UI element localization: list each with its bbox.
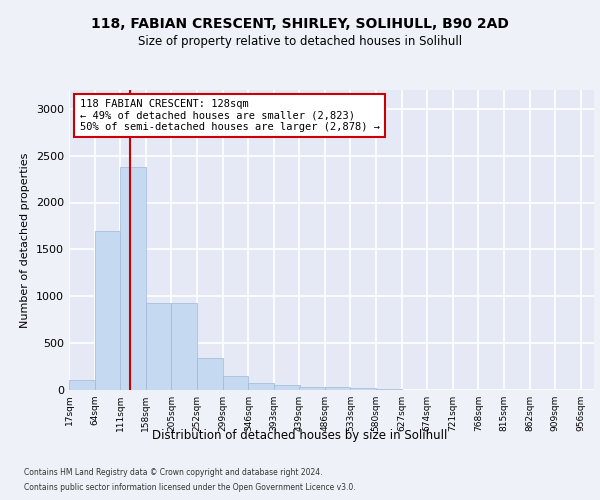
- Bar: [172, 303, 197, 390]
- Bar: [69, 380, 95, 390]
- Bar: [120, 167, 146, 390]
- Text: Distribution of detached houses by size in Solihull: Distribution of detached houses by size …: [152, 428, 448, 442]
- Bar: [248, 383, 274, 390]
- Bar: [223, 376, 248, 390]
- Bar: [197, 358, 223, 390]
- Text: Size of property relative to detached houses in Solihull: Size of property relative to detached ho…: [138, 35, 462, 48]
- Bar: [325, 386, 350, 390]
- Bar: [376, 389, 401, 390]
- Text: 118 FABIAN CRESCENT: 128sqm
← 49% of detached houses are smaller (2,823)
50% of : 118 FABIAN CRESCENT: 128sqm ← 49% of det…: [79, 99, 380, 132]
- Bar: [299, 386, 325, 390]
- Text: 118, FABIAN CRESCENT, SHIRLEY, SOLIHULL, B90 2AD: 118, FABIAN CRESCENT, SHIRLEY, SOLIHULL,…: [91, 18, 509, 32]
- Bar: [350, 388, 376, 390]
- Bar: [274, 385, 299, 390]
- Text: Contains HM Land Registry data © Crown copyright and database right 2024.: Contains HM Land Registry data © Crown c…: [24, 468, 323, 477]
- Bar: [95, 230, 120, 390]
- Y-axis label: Number of detached properties: Number of detached properties: [20, 152, 31, 328]
- Bar: [146, 303, 172, 390]
- Text: Contains public sector information licensed under the Open Government Licence v3: Contains public sector information licen…: [24, 483, 356, 492]
